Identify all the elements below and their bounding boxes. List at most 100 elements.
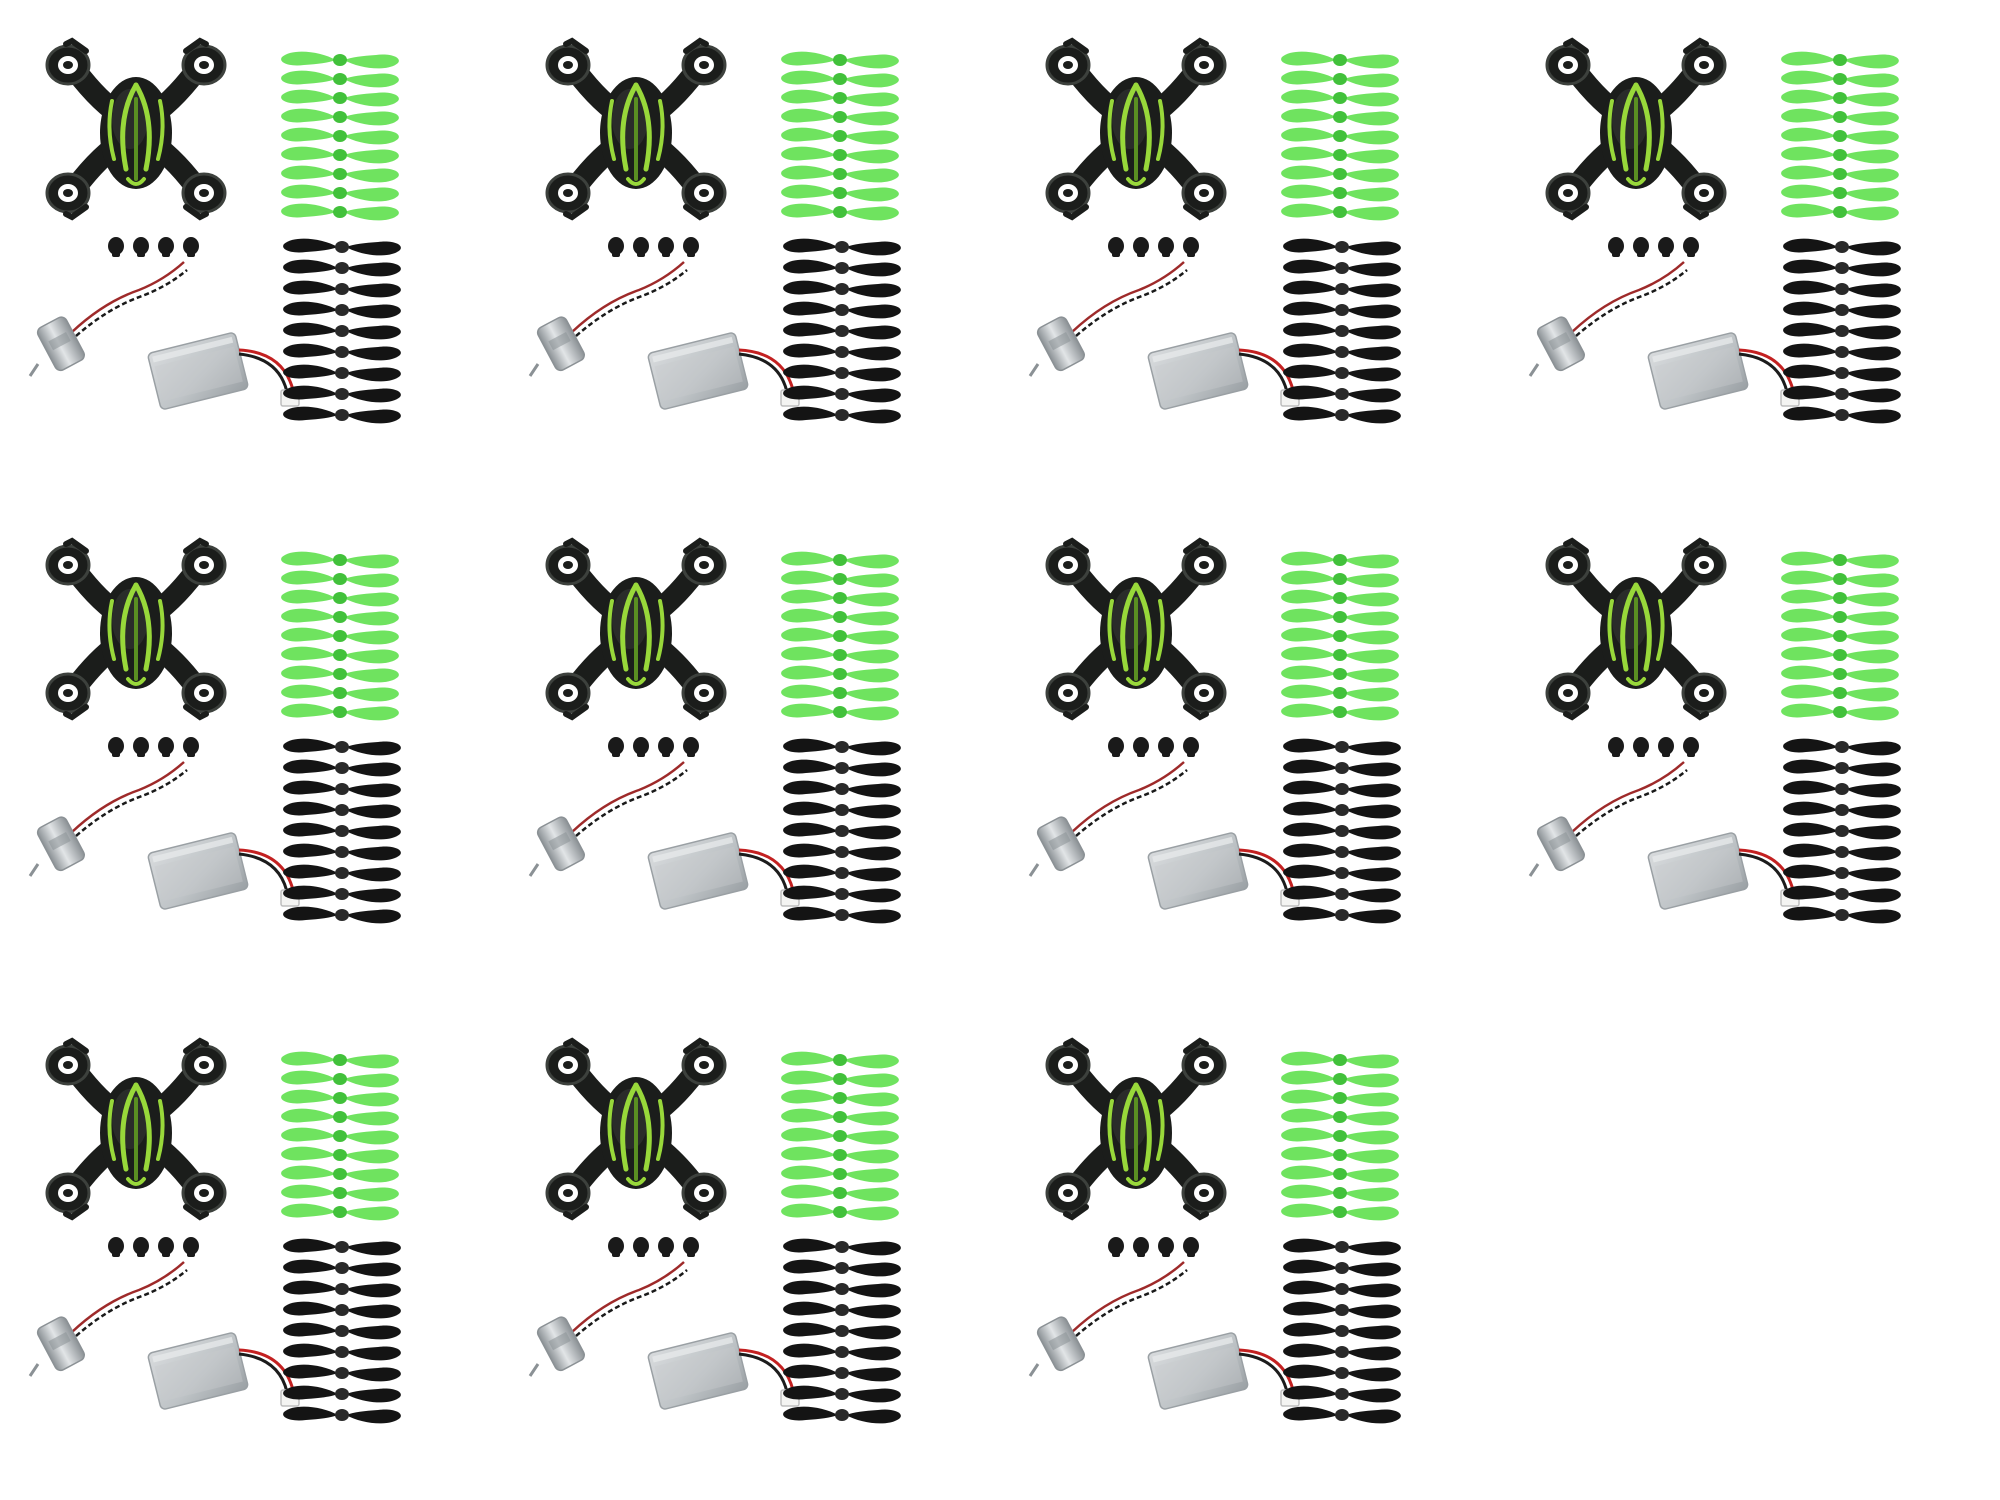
black-propellers	[283, 238, 401, 424]
rubber-foot	[1158, 737, 1174, 755]
battery-body	[147, 832, 249, 910]
propeller-hub	[835, 1262, 849, 1274]
rubber-foot	[1108, 237, 1124, 255]
propeller-hub	[1833, 554, 1847, 566]
quadcopter-frame	[45, 537, 227, 721]
propeller-hub	[835, 846, 849, 858]
rubber-foot	[1658, 737, 1674, 755]
green-propeller	[1781, 589, 1899, 607]
black-propeller	[1283, 1301, 1401, 1319]
propeller-hub	[1833, 592, 1847, 604]
black-propeller	[1283, 1280, 1401, 1298]
rubber-foot	[183, 737, 199, 755]
propeller-hub	[1835, 909, 1849, 921]
propeller-hub	[833, 1054, 847, 1066]
green-propeller	[281, 1146, 399, 1164]
green-propeller	[281, 1108, 399, 1126]
quadcopter-frame	[45, 1037, 227, 1221]
black-propeller	[783, 1322, 901, 1340]
green-propellers	[1281, 1051, 1399, 1221]
propeller-hub	[835, 1241, 849, 1253]
green-propeller	[781, 570, 899, 588]
propeller-hub	[335, 1346, 349, 1358]
propeller-hub	[333, 1111, 347, 1123]
rubber-foot	[1133, 737, 1149, 755]
propeller-hub	[1833, 573, 1847, 585]
rubber-feet	[1108, 737, 1199, 757]
green-propeller	[781, 146, 899, 164]
parts-kit	[28, 537, 401, 924]
black-propellers	[283, 738, 401, 924]
propeller-hub	[335, 1304, 349, 1316]
green-propeller	[281, 146, 399, 164]
green-propeller	[1281, 684, 1399, 702]
green-propeller	[281, 608, 399, 626]
propeller-hub	[1335, 1283, 1349, 1295]
propeller-hub	[1835, 388, 1849, 400]
propeller-hub	[335, 304, 349, 316]
propeller-hub	[333, 649, 347, 661]
battery-wire-red	[738, 848, 795, 891]
black-propeller	[1783, 843, 1901, 861]
black-propeller	[283, 1385, 401, 1403]
motor	[1028, 1261, 1188, 1377]
black-propeller	[1783, 385, 1901, 403]
motor-wire-red	[71, 261, 185, 333]
motor-wire-red	[1071, 261, 1185, 333]
propeller-hub	[1833, 130, 1847, 142]
black-propellers	[783, 1238, 901, 1424]
green-propeller	[1281, 108, 1399, 126]
propeller-hub	[335, 346, 349, 358]
propeller-hub	[333, 1073, 347, 1085]
propeller-hub	[1335, 283, 1349, 295]
green-propeller	[781, 1108, 899, 1126]
rubber-foot	[1108, 1237, 1124, 1255]
green-propellers	[1281, 51, 1399, 221]
rubber-foot	[658, 237, 674, 255]
propeller-hub	[833, 111, 847, 123]
propeller-hub	[1833, 206, 1847, 218]
parts-kit	[28, 1037, 401, 1424]
propeller-hub	[335, 1367, 349, 1379]
battery-body	[147, 332, 249, 410]
black-propeller	[283, 280, 401, 298]
green-propeller	[281, 89, 399, 107]
green-propeller	[281, 570, 399, 588]
frame-stripes	[107, 82, 165, 186]
black-propeller	[283, 780, 401, 798]
propeller-hub	[1333, 573, 1347, 585]
propeller-hub	[1835, 367, 1849, 379]
green-propeller	[281, 1070, 399, 1088]
frame-stripes	[607, 582, 665, 686]
propeller-hub	[1333, 1092, 1347, 1104]
rubber-foot	[683, 237, 699, 255]
rubber-feet	[608, 1237, 699, 1257]
green-propeller	[281, 551, 399, 569]
propeller-hub	[1333, 1206, 1347, 1218]
black-propeller	[783, 1385, 901, 1403]
black-propeller	[283, 906, 401, 924]
black-propeller	[1283, 801, 1401, 819]
propeller-hub	[335, 867, 349, 879]
battery-wire-red	[1238, 348, 1295, 391]
motor-shaft	[1528, 363, 1540, 377]
motor-wire-black	[1075, 269, 1188, 337]
rubber-foot	[683, 1237, 699, 1255]
propeller-hub	[1835, 741, 1849, 753]
rubber-foot	[608, 1237, 624, 1255]
green-propeller	[281, 184, 399, 202]
propeller-hub	[1335, 1388, 1349, 1400]
green-propeller	[1281, 165, 1399, 183]
propeller-hub	[833, 706, 847, 718]
black-propeller	[283, 385, 401, 403]
propeller-hub	[335, 1262, 349, 1274]
propeller-hub	[1335, 241, 1349, 253]
black-propeller	[1283, 322, 1401, 340]
propeller-hub	[1833, 92, 1847, 104]
propeller-hub	[1833, 687, 1847, 699]
propeller-hub	[1835, 409, 1849, 421]
black-propeller	[1783, 238, 1901, 256]
propeller-hub	[333, 73, 347, 85]
battery-wire-black	[238, 852, 289, 893]
propeller-hub	[335, 388, 349, 400]
